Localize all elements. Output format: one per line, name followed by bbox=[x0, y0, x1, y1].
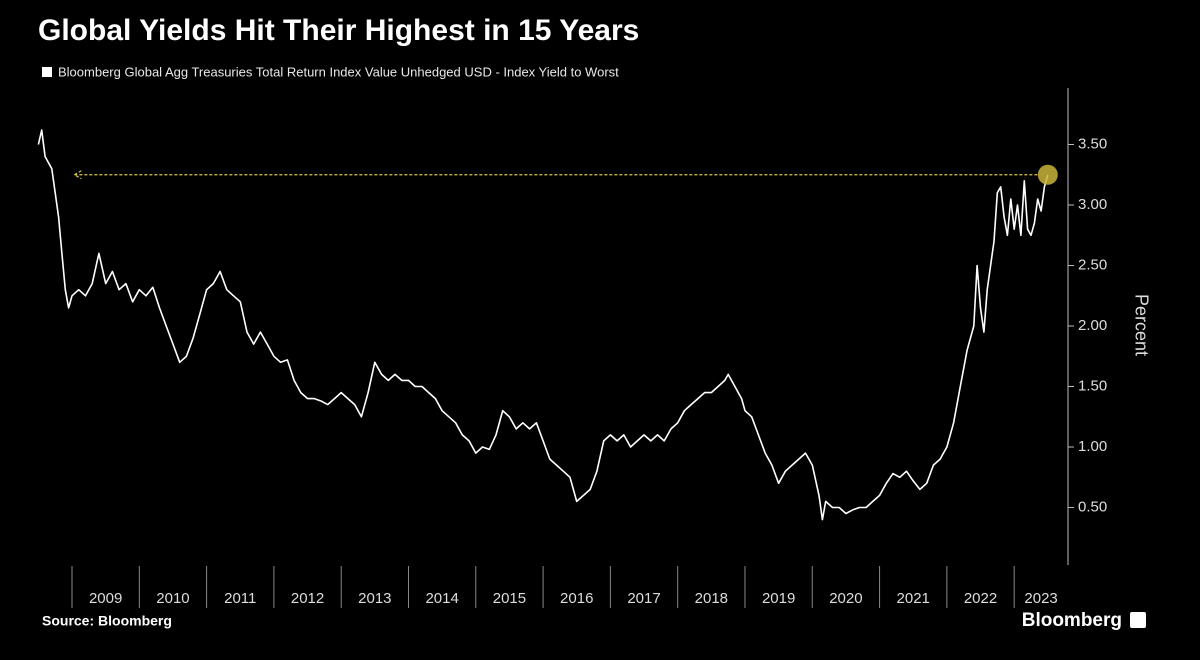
y-tick-label: 3.50 bbox=[1078, 135, 1107, 152]
x-tick-label: 2020 bbox=[829, 590, 862, 607]
brand: Bloomberg bbox=[1022, 610, 1122, 631]
y-tick-label: 2.50 bbox=[1078, 256, 1107, 273]
annotation-arrow bbox=[73, 170, 82, 180]
x-tick-label: 2010 bbox=[156, 590, 189, 607]
x-tick-label: 2018 bbox=[695, 590, 728, 607]
brand-icon bbox=[1130, 612, 1146, 628]
x-tick-label: 2014 bbox=[425, 590, 458, 607]
chart-title: Global Yields Hit Their Highest in 15 Ye… bbox=[38, 14, 639, 47]
legend-swatch bbox=[42, 67, 52, 77]
y-tick-label: 3.00 bbox=[1078, 196, 1107, 213]
y-tick-label: 1.50 bbox=[1078, 377, 1107, 394]
x-tick-label: 2011 bbox=[224, 590, 256, 607]
y-axis-label: Percent bbox=[1131, 294, 1151, 356]
x-tick-label: 2015 bbox=[493, 590, 526, 607]
source: Source: Bloomberg bbox=[42, 613, 172, 629]
x-tick-label: 2019 bbox=[762, 590, 795, 607]
x-tick-label: 2012 bbox=[291, 590, 324, 607]
x-tick-label: 2017 bbox=[627, 590, 660, 607]
x-tick-label: 2013 bbox=[358, 590, 391, 607]
x-tick-label: 2023 bbox=[1024, 590, 1057, 607]
highlight-point bbox=[1037, 164, 1058, 185]
y-tick-label: 2.00 bbox=[1078, 317, 1107, 334]
x-tick-label: 2016 bbox=[560, 590, 593, 607]
x-tick-label: 2022 bbox=[964, 590, 997, 607]
y-tick-label: 1.00 bbox=[1078, 438, 1107, 455]
y-tick-label: 0.50 bbox=[1078, 498, 1107, 515]
series-line bbox=[37, 129, 1049, 521]
legend-label: Bloomberg Global Agg Treasuries Total Re… bbox=[58, 64, 619, 79]
x-tick-label: 2021 bbox=[897, 590, 930, 607]
x-tick-label: 2009 bbox=[89, 590, 122, 607]
